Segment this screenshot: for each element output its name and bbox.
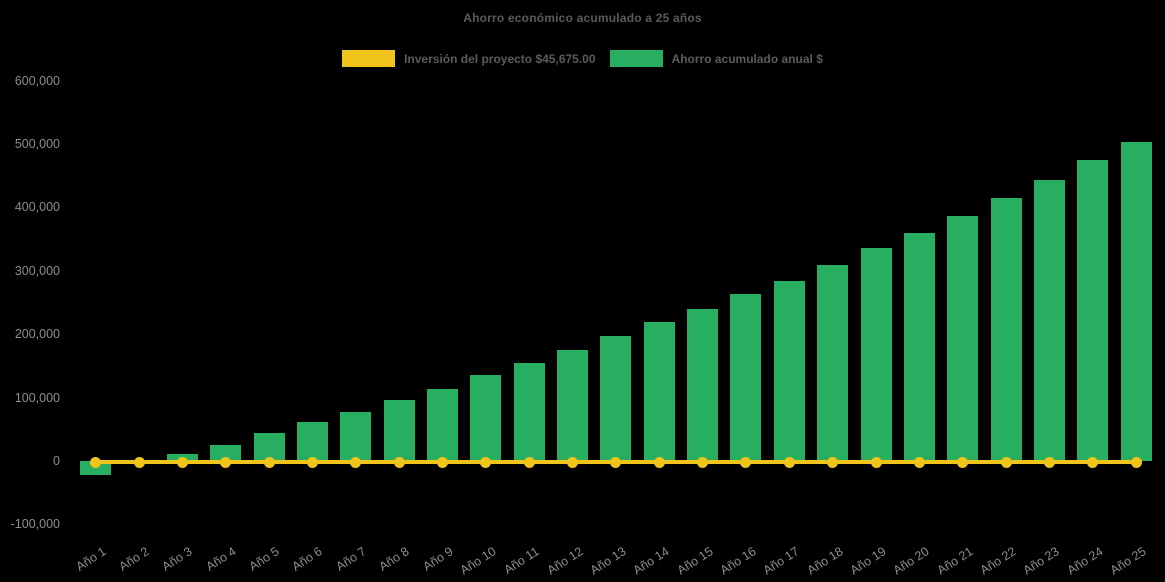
investment-line-point-icon [1130,456,1142,468]
y-tick-label: -100,000 [10,517,60,532]
bar-year-13 [600,336,632,461]
investment-line-point-icon [740,456,752,468]
bar-year-9 [427,388,458,461]
bar-year-20 [903,232,935,461]
chart-title: Ahorro económico acumulado a 25 años [463,11,702,25]
investment-line-point-icon [870,456,882,468]
investment-line-point-icon [653,456,665,468]
investment-line-point-icon [480,456,492,468]
investment-line-point-icon [913,456,925,468]
investment-line-point-icon [90,456,102,468]
y-tick-label: 500,000 [14,137,60,151]
bar-year-5 [253,432,285,461]
investment-line-point-icon [1000,456,1012,468]
y-tick-label: 200,000 [14,327,60,342]
bar-year-22 [990,197,1022,461]
bar-year-11 [513,363,545,461]
bar-year-6 [296,422,328,461]
bar-year-1 [80,461,112,475]
investment-line-point-icon [567,456,579,468]
investment-line-point-icon [350,456,362,468]
investment-line-point-icon [610,456,622,468]
investment-line-point-icon [1043,456,1055,468]
bar-year-21 [947,216,979,461]
bar-year-15 [687,308,719,461]
investment-line-point-icon [176,456,188,468]
investment-line-point-icon [697,456,709,468]
bar-year-17 [773,280,805,461]
bar-year-23 [1033,180,1065,461]
bar-year-10 [470,375,502,461]
y-tick-label: 600,000 [14,73,60,88]
bar-year-7 [340,411,372,461]
bar-year-12 [557,350,589,461]
investment-line-point-icon [133,456,145,468]
y-tick-label: 400,000 [14,200,60,215]
investment-line-point-icon [783,456,795,468]
investment-line-point-icon [393,456,405,468]
bar-year-8 [383,399,415,461]
legend-item-savings: Ahorro acumulado anual $ [609,50,823,67]
y-tick-label: 100,000 [14,390,60,405]
investment-line-point-icon [437,456,448,468]
legend-swatch-investment-icon [342,50,396,67]
investment-line-point-icon [1087,456,1099,468]
y-tick-label: 300,000 [14,263,60,278]
legend-item-investment: Inversión del proyecto $45,675.00 [342,50,596,67]
investment-line-point-icon [306,456,318,468]
bar-year-18 [817,264,849,461]
investment-line-point-icon [957,456,969,468]
bar-year-19 [860,247,892,461]
y-tick-label: 0 [53,454,60,468]
legend: Inversión del proyecto $45,675.00 Ahorro… [0,50,1165,67]
investment-line-point-icon [220,456,232,468]
investment-line-point-icon [827,456,839,468]
investment-line-point-icon [263,456,275,468]
bar-year-24 [1077,160,1109,461]
bar-year-25 [1120,142,1152,461]
legend-label-savings: Ahorro acumulado anual $ [671,51,823,66]
bar-year-4 [210,444,242,461]
investment-line-point-icon [523,456,535,468]
bar-year-14 [643,322,675,461]
legend-label-investment: Inversión del proyecto $45,675.00 [404,51,596,66]
bar-year-16 [730,293,762,461]
legend-swatch-savings-icon [609,50,663,67]
